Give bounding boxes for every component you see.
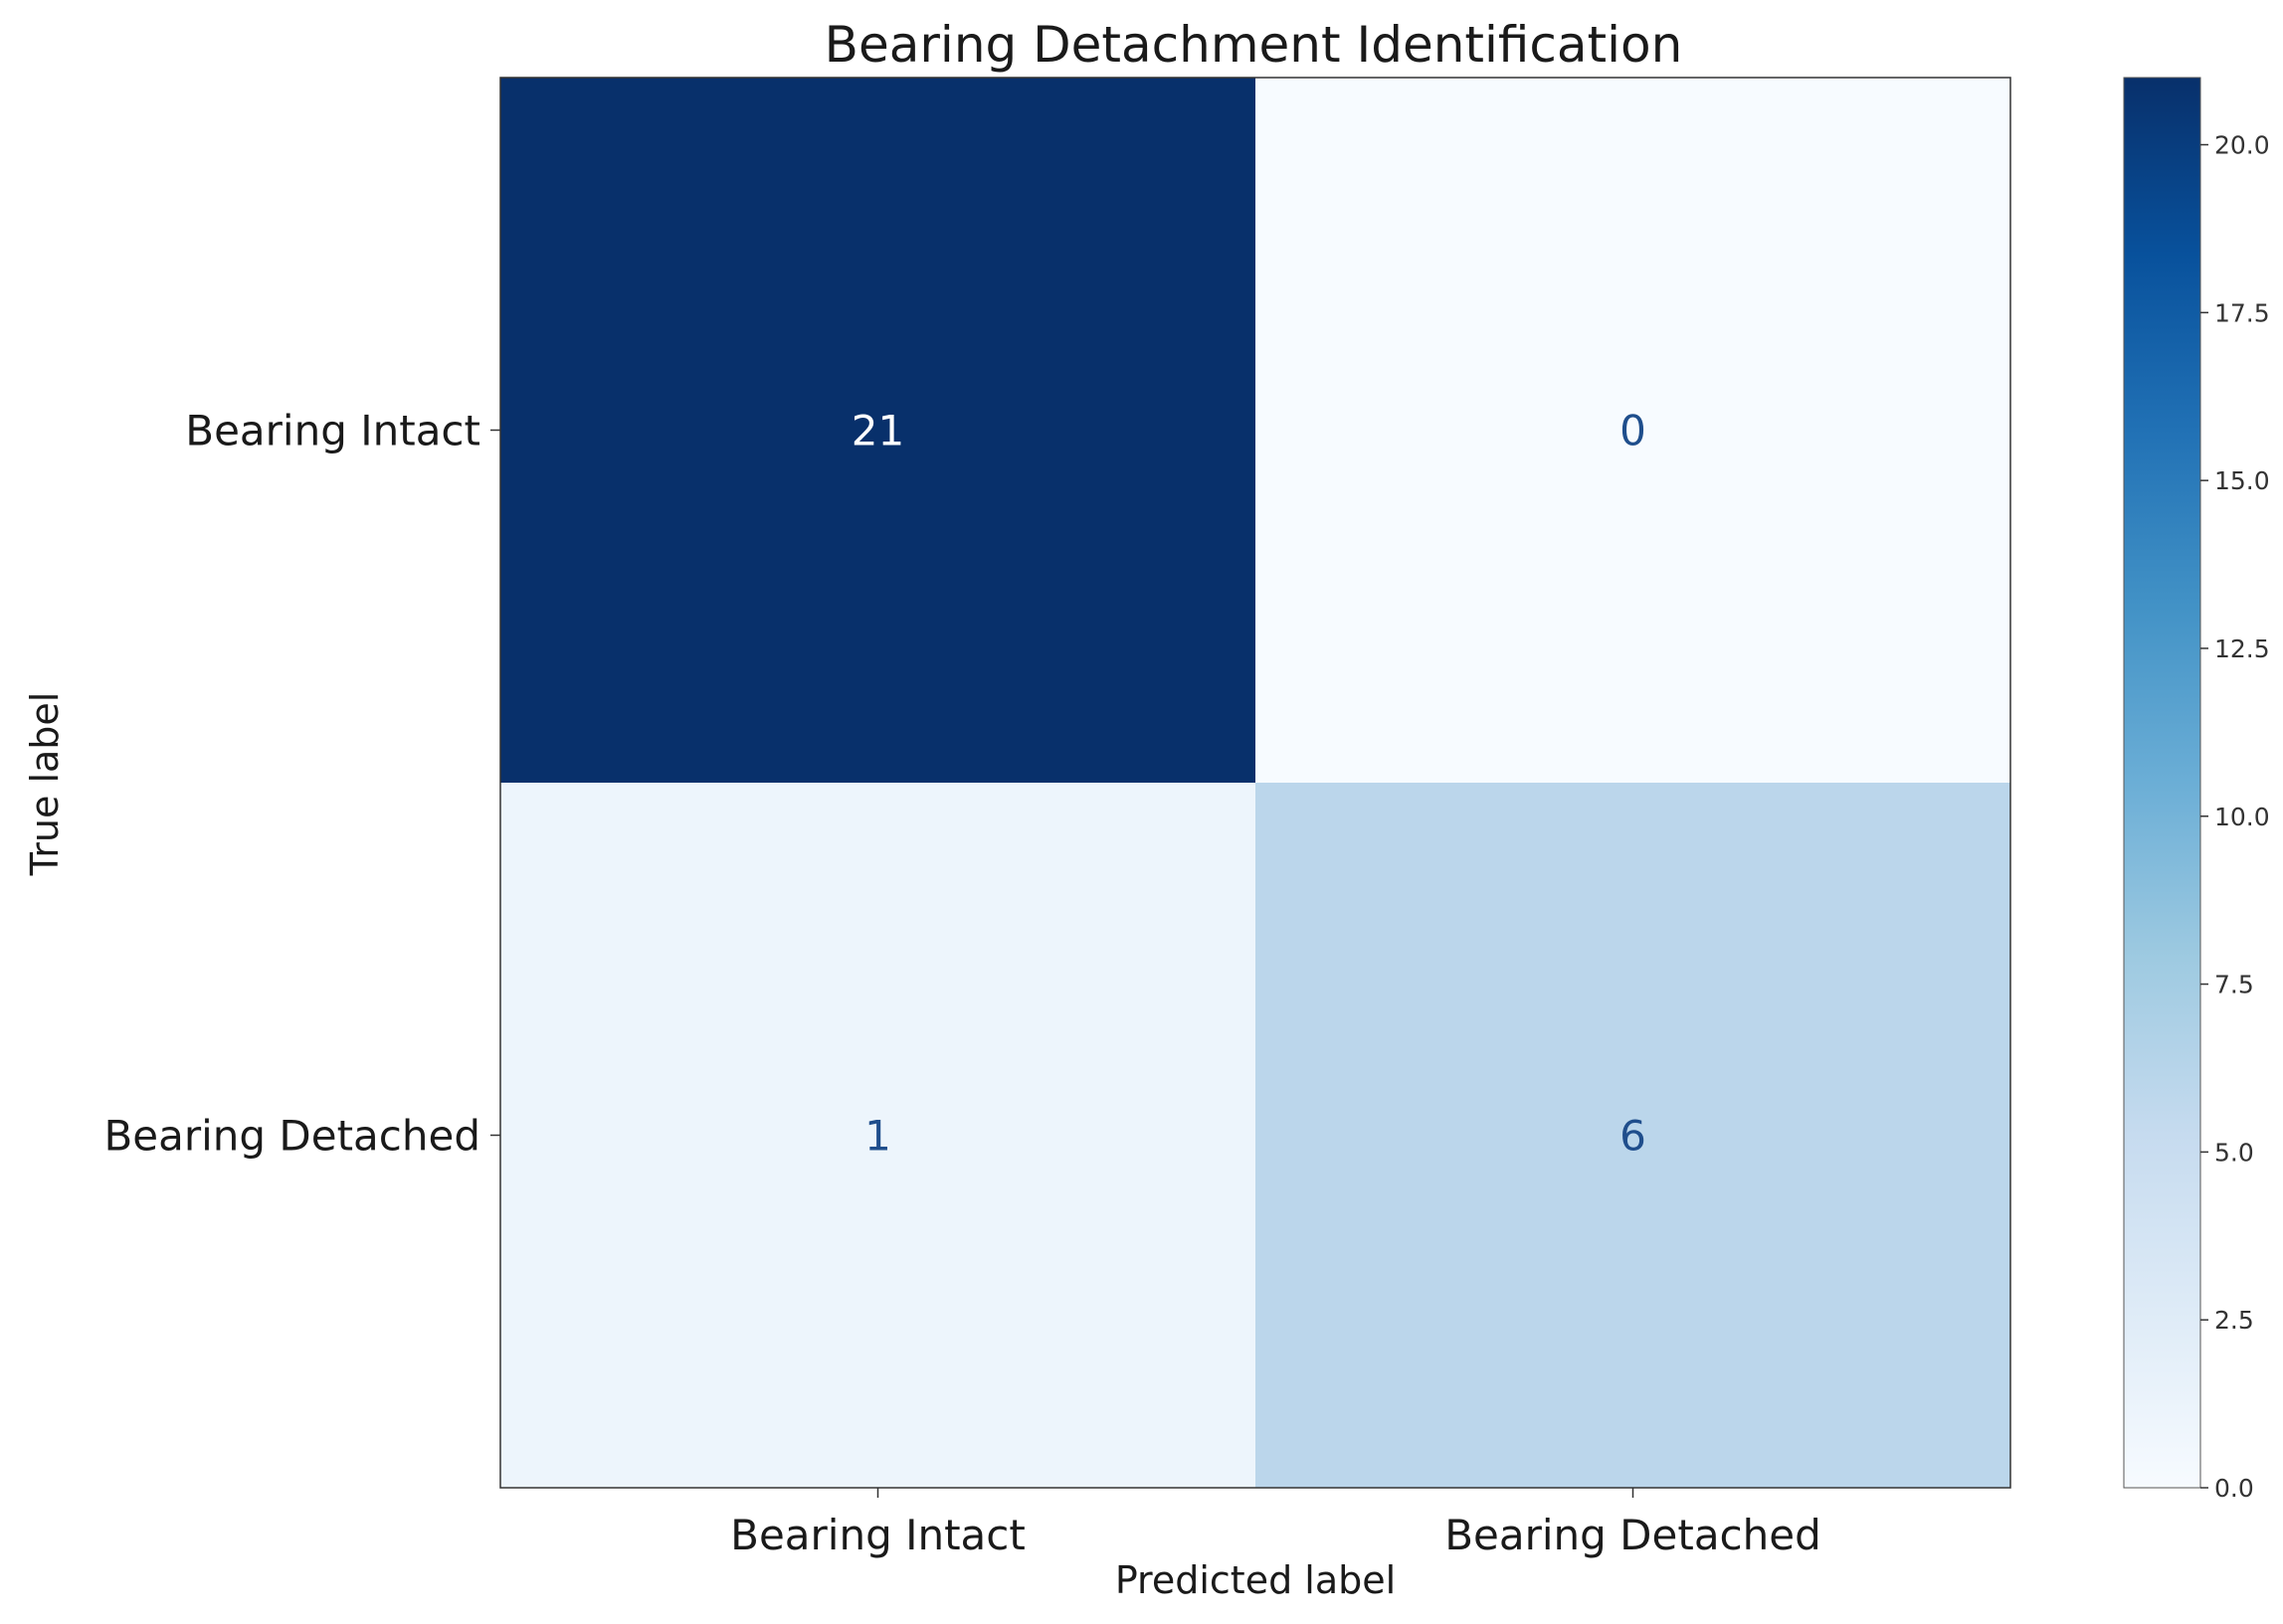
matrix-cell (500, 78, 1255, 783)
colorbar-tick-label: 20.0 (2214, 131, 2270, 160)
matrix-cell-labels: 21 0 1 6 (852, 407, 1646, 1161)
cell-value-label: 1 (864, 1112, 891, 1161)
colorbar-tick-label: 12.5 (2214, 634, 2270, 663)
cell-value-label: 21 (852, 407, 904, 455)
colorbar-tick-label: 10.0 (2214, 803, 2270, 831)
x-axis-ticks: Bearing Intact Bearing Detached (730, 1488, 1821, 1559)
colorbar (2123, 77, 2201, 1489)
y-tick-label: Bearing Intact (185, 407, 480, 455)
matrix-cells (500, 78, 2010, 1488)
colorbar-tick-label: 17.5 (2214, 298, 2270, 327)
x-tick-label: Bearing Intact (730, 1511, 1026, 1559)
colorbar-tick-label: 5.0 (2214, 1138, 2254, 1167)
y-tick-label: Bearing Detached (103, 1112, 480, 1161)
matrix-cell (500, 783, 1255, 1488)
y-axis-ticks: Bearing Intact Bearing Detached (103, 407, 500, 1161)
matrix-cell (1255, 78, 2010, 783)
cell-value-label: 0 (1619, 407, 1646, 455)
x-tick-label: Bearing Detached (1444, 1511, 1821, 1559)
y-axis-title: True label (23, 692, 67, 877)
matrix-cell (1255, 783, 2010, 1488)
colorbar-ticks: 0.0 2.5 5.0 7.5 10.0 12.5 15.0 17.5 20.0 (2200, 131, 2270, 1503)
cell-value-label: 6 (1619, 1112, 1646, 1161)
x-axis-title: Predicted label (1115, 1558, 1396, 1602)
chart-title: Bearing Detachment Identification (825, 16, 1683, 74)
colorbar-tick-label: 7.5 (2214, 971, 2254, 999)
colorbar-tick-label: 15.0 (2214, 466, 2270, 495)
plot-frame (499, 77, 2011, 1489)
colorbar-tick-label: 2.5 (2214, 1306, 2254, 1335)
colorbar-tick-label: 0.0 (2214, 1474, 2254, 1503)
